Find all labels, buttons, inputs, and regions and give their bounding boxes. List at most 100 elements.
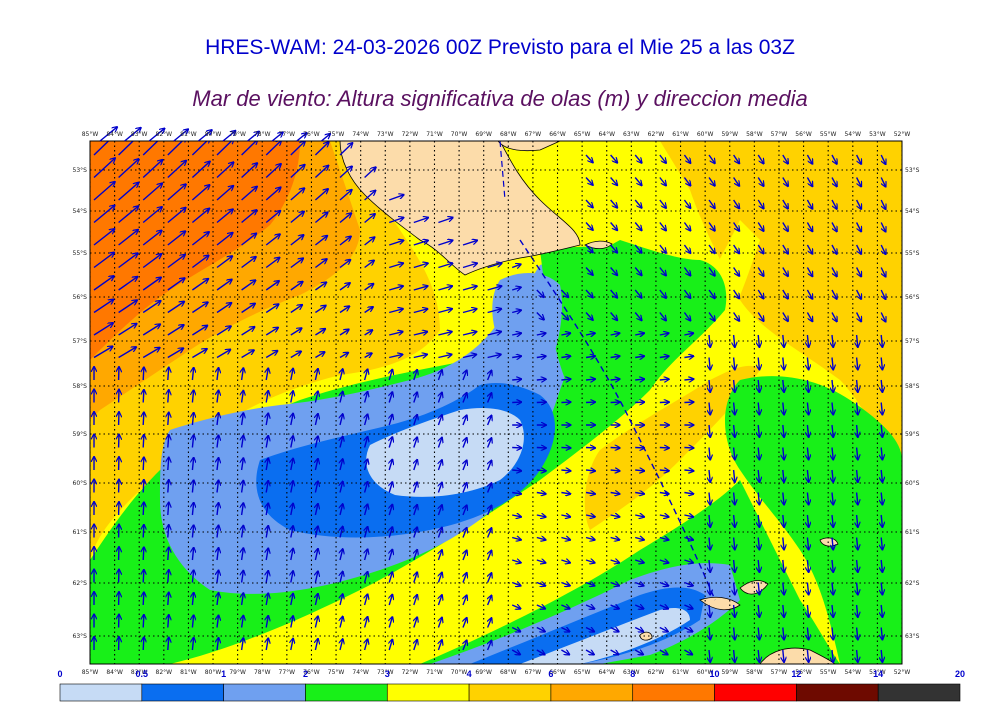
direction-arrow	[192, 638, 193, 651]
direction-arrow	[389, 309, 403, 314]
lon-label-bottom: 80°W	[205, 669, 222, 676]
direction-arrow	[536, 470, 546, 471]
direction-arrow	[93, 346, 112, 359]
direction-arrow	[462, 286, 477, 291]
colorbar-segment	[305, 683, 388, 702]
direction-arrow	[635, 333, 644, 335]
direction-arrow	[881, 379, 882, 392]
direction-arrow	[683, 154, 690, 163]
direction-arrow	[734, 447, 735, 460]
direction-arrow	[142, 231, 161, 246]
direction-arrow	[364, 237, 375, 246]
direction-arrow	[511, 583, 520, 586]
direction-arrow	[561, 605, 569, 609]
direction-arrow	[339, 283, 350, 291]
direction-arrow	[389, 415, 392, 426]
lat-label-left: 55°S	[73, 250, 88, 257]
direction-arrow	[167, 302, 184, 314]
direction-arrow	[388, 263, 403, 269]
direction-arrow	[487, 354, 501, 357]
direction-arrow	[585, 493, 595, 494]
direction-arrow	[659, 199, 666, 208]
direction-arrow	[855, 222, 862, 232]
lon-label-bottom: 76°W	[303, 669, 320, 676]
elephant-island	[819, 537, 839, 547]
direction-arrow	[659, 289, 666, 298]
direction-arrow	[758, 627, 759, 640]
direction-arrow	[364, 167, 376, 179]
direction-arrow	[266, 413, 268, 426]
direction-arrow	[462, 240, 477, 246]
lat-label-left: 63°S	[73, 633, 88, 640]
lon-label-bottom: 55°W	[820, 669, 837, 676]
direction-arrow	[807, 447, 808, 460]
lon-label-bottom: 77°W	[279, 669, 296, 676]
direction-arrow	[831, 267, 837, 277]
direction-arrow	[561, 515, 570, 517]
direction-arrow	[241, 304, 255, 314]
direction-arrow	[143, 502, 144, 516]
direction-arrow	[585, 199, 593, 207]
direction-arrow	[266, 368, 268, 381]
direction-arrow	[462, 354, 476, 357]
direction-arrow	[216, 256, 232, 269]
direction-arrow	[291, 369, 293, 381]
direction-arrow	[783, 582, 784, 595]
direction-arrow	[634, 312, 641, 321]
direction-arrow	[414, 550, 417, 561]
direction-arrow	[414, 572, 417, 583]
direction-arrow	[438, 309, 452, 314]
direction-arrow	[733, 222, 740, 231]
lon-label-top: 71°W	[426, 131, 443, 138]
direction-arrow	[265, 234, 280, 246]
direction-arrow	[857, 447, 858, 460]
direction-arrow	[758, 357, 759, 370]
direction-arrow	[881, 492, 882, 505]
direction-arrow	[291, 639, 293, 651]
lon-label-top: 54°W	[844, 131, 861, 138]
direction-arrow	[488, 551, 492, 561]
direction-arrow	[806, 267, 812, 277]
direction-arrow	[168, 615, 169, 628]
direction-arrow	[462, 263, 477, 269]
direction-arrow	[659, 538, 669, 540]
direction-arrow	[143, 435, 144, 448]
direction-arrow	[118, 141, 139, 156]
direction-arrow	[881, 402, 882, 415]
direction-arrow	[191, 185, 209, 201]
direction-arrow	[217, 526, 219, 538]
direction-arrow	[659, 333, 669, 335]
direction-arrow	[709, 379, 710, 392]
lon-label-top: 58°W	[746, 131, 763, 138]
direction-arrow	[413, 354, 427, 357]
direction-arrow	[266, 481, 268, 493]
direction-arrow	[807, 649, 808, 662]
direction-arrow	[340, 369, 343, 381]
direction-arrow	[487, 332, 501, 335]
lon-label-top: 85°W	[82, 131, 99, 138]
direction-arrow	[388, 195, 403, 201]
direction-arrow	[291, 391, 293, 403]
direction-arrow	[463, 505, 467, 516]
direction-arrow	[561, 379, 570, 380]
direction-arrow	[857, 514, 858, 527]
direction-arrow	[610, 244, 618, 253]
colorbar-tick-label: 2	[303, 669, 308, 679]
lon-label-bottom: 65°W	[574, 669, 591, 676]
direction-arrow	[855, 312, 862, 322]
direction-arrow	[635, 515, 644, 517]
direction-arrow	[290, 235, 304, 246]
direction-arrow	[734, 402, 735, 415]
direction-arrow	[757, 289, 763, 298]
colorbar: 0 0.5 1 2 3 4 6 8 10 12 14 20	[57, 669, 965, 702]
direction-arrow	[389, 332, 402, 335]
direction-arrow	[733, 177, 740, 186]
direction-arrow	[783, 604, 784, 617]
wave-band-4-6-central	[584, 365, 760, 530]
direction-arrow	[806, 289, 812, 299]
direction-arrow	[561, 356, 570, 357]
lat-label-right: 61°S	[905, 529, 920, 536]
direction-arrow	[241, 163, 258, 179]
direction-arrow	[242, 368, 244, 381]
direction-arrow	[217, 436, 219, 448]
